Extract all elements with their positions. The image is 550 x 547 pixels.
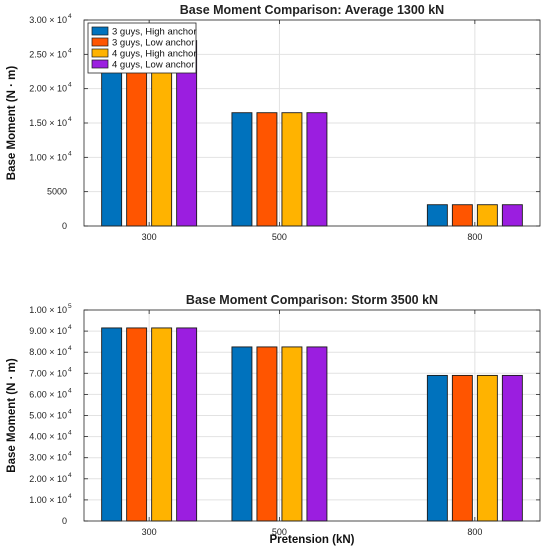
- y-tick-label: 4.00 × 10: [29, 432, 67, 442]
- chart-panel-2: 01.00 × 10 42.00 × 10 43.00 × 10 44.00 × 10…: [6, 293, 541, 546]
- y-tick-exponent: 4: [68, 451, 72, 458]
- bar: [176, 327, 198, 522]
- legend-label: 3 guys, Low anchor: [112, 38, 194, 49]
- y-tick-exponent: 4: [68, 472, 72, 479]
- bar: [476, 374, 498, 522]
- bar: [256, 346, 278, 522]
- bar: [281, 346, 303, 522]
- bar: [501, 374, 523, 522]
- y-tick-label: 5000: [47, 187, 67, 197]
- y-tick-label: 5.00 × 10: [29, 411, 67, 421]
- y-tick-label: 3.00 × 10: [29, 15, 67, 25]
- bar: [151, 327, 173, 522]
- bar: [231, 112, 253, 227]
- y-tick-label: 2.50 × 10: [29, 49, 67, 59]
- x-tick-label: 500: [272, 232, 287, 242]
- x-axis-label: Pretension (kN): [270, 534, 355, 546]
- legend-label: 3 guys, High anchor: [112, 27, 197, 38]
- bar: [256, 112, 278, 227]
- x-tick-label: 800: [467, 527, 482, 537]
- bar: [426, 204, 448, 227]
- y-tick-exponent: 4: [68, 493, 72, 500]
- legend-label: 4 guys, High anchor: [112, 49, 197, 60]
- y-tick-exponent: 4: [68, 387, 72, 394]
- x-tick-label: 800: [467, 232, 482, 242]
- bar: [451, 374, 473, 522]
- bar: [306, 112, 328, 227]
- y-tick-label: 6.00 × 10: [29, 389, 67, 399]
- y-tick-exponent: 4: [68, 47, 72, 54]
- x-tick-label: 300: [142, 232, 157, 242]
- y-tick-exponent: 4: [68, 13, 72, 20]
- bar: [306, 346, 328, 522]
- y-tick-label: 8.00 × 10: [29, 347, 67, 357]
- y-tick-label: 1.00 × 10: [29, 305, 67, 315]
- bar: [501, 204, 523, 227]
- chart-title: Base Moment Comparison: Average 1300 kN: [180, 3, 444, 17]
- y-tick-exponent: 4: [68, 345, 72, 352]
- y-axis-label: Base Moment (N · m): [6, 66, 18, 181]
- y-axis-label: Base Moment (N · m): [6, 358, 18, 473]
- y-tick-exponent: 4: [68, 82, 72, 89]
- y-tick-exponent: 4: [68, 409, 72, 416]
- legend-label: 4 guys, Low anchor: [112, 60, 194, 71]
- bar: [426, 374, 448, 522]
- x-tick-label: 300: [142, 527, 157, 537]
- legend-swatch: [91, 59, 109, 69]
- y-tick-label: 2.00 × 10: [29, 474, 67, 484]
- legend-swatch: [91, 37, 109, 47]
- bar: [281, 112, 303, 227]
- bar: [476, 204, 498, 227]
- bar: [126, 327, 148, 522]
- y-tick-exponent: 4: [68, 116, 72, 123]
- y-tick-label: 2.00 × 10: [29, 84, 67, 94]
- y-tick-label: 0: [62, 516, 67, 526]
- y-tick-label: 1.50 × 10: [29, 118, 67, 128]
- bar: [451, 204, 473, 227]
- y-tick-label: 3.00 × 10: [29, 453, 67, 463]
- x-tick-label: 500: [272, 527, 287, 537]
- bar: [231, 346, 253, 522]
- y-tick-exponent: 4: [68, 324, 72, 331]
- legend-swatch: [91, 48, 109, 58]
- y-tick-label: 1.00 × 10: [29, 152, 67, 162]
- bar: [101, 327, 123, 522]
- chart-title: Base Moment Comparison: Storm 3500 kN: [186, 293, 438, 307]
- y-tick-exponent: 5: [68, 303, 72, 310]
- y-tick-exponent: 4: [68, 430, 72, 437]
- y-tick-label: 0: [62, 221, 67, 231]
- y-tick-exponent: 4: [68, 366, 72, 373]
- y-tick-label: 1.00 × 10: [29, 495, 67, 505]
- y-tick-label: 7.00 × 10: [29, 368, 67, 378]
- y-tick-label: 9.00 × 10: [29, 326, 67, 336]
- legend-swatch: [91, 26, 109, 36]
- y-tick-exponent: 4: [68, 150, 72, 157]
